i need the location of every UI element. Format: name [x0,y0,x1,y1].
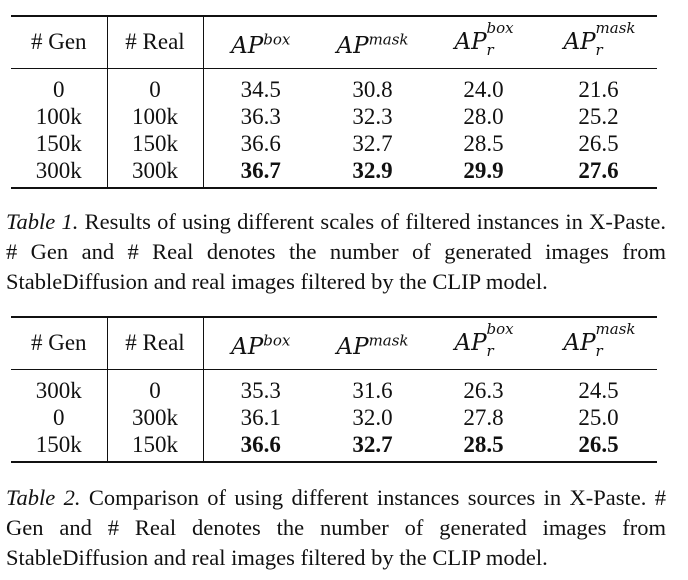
cell-ap-mask: 32.7 [318,430,427,463]
cell-apr-box: 27.8 [463,404,504,430]
table-row: 100k 100k 36.3 32.3 28.0 25.2 [11,102,657,130]
cell-ap-mask: 32.9 [318,156,427,189]
caption-label: Table 2. [6,485,81,510]
cell-ap-mask: 31.6 [352,377,393,403]
cell-ap-box: 36.6 [203,430,318,463]
header-gen: # Gen [11,14,108,69]
caption-text: Comparison of using different instances … [6,485,667,570]
caption-label: Table 1. [6,209,79,234]
cell-ap-mask: 32.7 [352,130,393,156]
cell-ap-box: 35.3 [240,377,281,403]
cell-gen: 300k [11,156,108,189]
cell-gen: 150k [11,129,108,157]
cell-real: 0 [107,68,204,103]
cell-apr-mask: 25.2 [578,103,619,129]
cell-gen: 150k [11,430,108,463]
cell-real: 100k [107,102,204,130]
cell-ap-mask: 30.8 [352,76,393,102]
header-ap-mask: APmask [318,14,427,69]
cell-apr-mask: 27.6 [540,156,657,189]
cell-real: 150k [107,430,204,463]
table-row: 150k 150k 36.6 32.7 28.5 26.5 [11,129,657,157]
table-caption-2: Table 2. Comparison of using different i… [6,483,666,573]
cell-ap-box: 34.5 [240,76,281,102]
table-row: 0 0 34.5 30.8 24.0 21.6 [11,68,657,103]
cell-apr-mask: 26.5 [578,130,619,156]
header-gen: # Gen [11,315,108,370]
cell-ap-mask: 32.0 [352,404,393,430]
header-ap-mask: APmask [318,315,427,370]
table-row-best: 150k 150k 36.6 32.7 28.5 26.5 [11,430,657,463]
table-row-best: 300k 300k 36.7 32.9 29.9 27.6 [11,156,657,189]
cell-apr-mask: 24.5 [578,377,619,403]
cell-real: 0 [107,369,204,404]
caption-text: Results of using different scales of fil… [6,209,666,294]
cell-apr-box: 28.5 [463,130,504,156]
cell-ap-box: 36.6 [240,130,281,156]
cell-apr-mask: 26.5 [540,430,657,463]
header-real: # Real [107,315,204,370]
cell-gen: 100k [11,102,108,130]
cell-ap-box: 36.3 [240,103,281,129]
table-row: 0 300k 36.1 32.0 27.8 25.0 [11,403,657,431]
cell-apr-box: 29.9 [427,156,540,189]
cell-ap-box: 36.7 [203,156,318,189]
cell-gen: 0 [11,403,108,431]
table-caption-1: Table 1. Results of using different scal… [6,207,666,297]
cell-ap-mask: 32.3 [352,103,393,129]
cell-apr-mask: 21.6 [578,76,619,102]
cell-apr-box: 24.0 [463,76,504,102]
cell-apr-mask: 25.0 [578,404,619,430]
cell-real: 300k [107,156,204,189]
cell-ap-box: 36.1 [240,404,281,430]
header-ap-box: APbox [203,315,318,370]
cell-real: 150k [107,129,204,157]
table-row: 300k 0 35.3 31.6 26.3 24.5 [11,369,657,404]
cell-apr-box: 28.0 [463,103,504,129]
header-real: # Real [107,14,204,69]
cell-real: 300k [107,403,204,431]
cell-apr-box: 28.5 [427,430,540,463]
cell-gen: 0 [11,68,108,103]
cell-gen: 300k [11,369,108,404]
cell-apr-box: 26.3 [463,377,504,403]
header-ap-box: APbox [203,14,318,69]
